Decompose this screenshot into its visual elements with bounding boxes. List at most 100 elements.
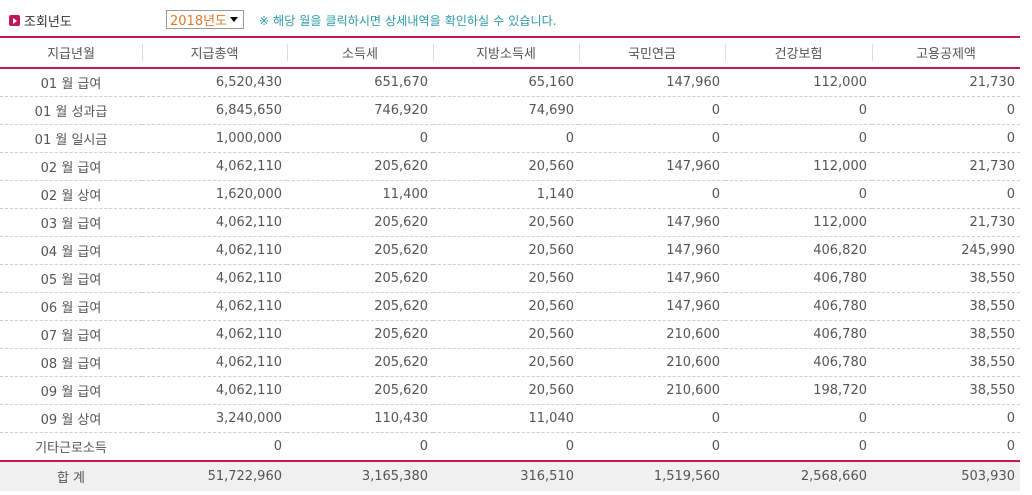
row-amount-cell: 0 [725, 404, 872, 433]
header-row: 지급년월 지급총액 소득세 지방소득세 국민연금 건강보험 고용공제액 [0, 36, 1020, 69]
table-row[interactable]: 01 월 성과급 6,845,650 746,920 74,690 0 0 0 [0, 96, 1020, 125]
row-amount-cell: 205,620 [287, 292, 433, 321]
row-amount-cell: 74,690 [433, 96, 579, 125]
row-amount-cell: 0 [872, 404, 1020, 433]
row-amount-cell: 210,600 [579, 376, 725, 405]
row-month-cell[interactable]: 기타근로소득 [0, 432, 142, 462]
total-amount-cell: 51,722,960 [142, 461, 287, 491]
chevron-down-icon [230, 17, 238, 22]
year-select[interactable]: 2018년도 [166, 10, 244, 29]
row-amount-cell: 6,845,650 [142, 96, 287, 125]
table-header: 지급년월 지급총액 소득세 지방소득세 국민연금 건강보험 고용공제액 [0, 36, 1020, 69]
row-amount-cell: 112,000 [725, 208, 872, 237]
row-amount-cell: 0 [872, 96, 1020, 125]
row-amount-cell: 38,550 [872, 376, 1020, 405]
row-amount-cell: 1,000,000 [142, 124, 287, 153]
total-label-cell: 합 계 [0, 461, 142, 491]
column-header: 소득세 [287, 36, 433, 69]
total-amount-cell: 3,165,380 [287, 461, 433, 491]
table-row[interactable]: 01 월 급여 6,520,430 651,670 65,160 147,960 112,… [0, 68, 1020, 97]
row-amount-cell: 205,620 [287, 208, 433, 237]
column-header: 지급년월 [0, 36, 142, 69]
row-amount-cell: 210,600 [579, 348, 725, 377]
table-body: 01 월 급여 6,520,430 651,670 65,160 147,960 112,… [0, 68, 1020, 462]
row-amount-cell: 147,960 [579, 264, 725, 293]
row-amount-cell: 0 [579, 124, 725, 153]
row-amount-cell: 205,620 [287, 152, 433, 181]
row-amount-cell: 38,550 [872, 264, 1020, 293]
row-amount-cell: 0 [725, 180, 872, 209]
row-amount-cell: 0 [725, 96, 872, 125]
row-amount-cell: 3,240,000 [142, 404, 287, 433]
row-amount-cell: 205,620 [287, 236, 433, 265]
row-amount-cell: 0 [287, 432, 433, 462]
payroll-table: 지급년월 지급총액 소득세 지방소득세 국민연금 건강보험 고용공제액 01 월 급여 6,5… [0, 36, 1020, 491]
row-amount-cell: 65,160 [433, 68, 579, 97]
row-amount-cell: 0 [579, 96, 725, 125]
row-amount-cell: 4,062,110 [142, 348, 287, 377]
row-amount-cell: 147,960 [579, 292, 725, 321]
row-amount-cell: 38,550 [872, 292, 1020, 321]
table-row[interactable]: 03 월 급여 4,062,110 205,620 20,560 147,960 112,… [0, 208, 1020, 237]
row-month-cell[interactable]: 05 월 급여 [0, 264, 142, 293]
row-month-cell[interactable]: 09 월 급여 [0, 376, 142, 405]
row-amount-cell: 147,960 [579, 152, 725, 181]
row-amount-cell: 0 [579, 432, 725, 462]
table-row[interactable]: 02 월 상여 1,620,000 11,400 1,140 0 0 0 [0, 180, 1020, 209]
row-amount-cell: 4,062,110 [142, 152, 287, 181]
table-row[interactable]: 09 월 급여 4,062,110 205,620 20,560 210,600 198,… [0, 376, 1020, 405]
row-amount-cell: 406,820 [725, 236, 872, 265]
row-amount-cell: 406,780 [725, 348, 872, 377]
row-amount-cell: 4,062,110 [142, 320, 287, 349]
row-amount-cell: 147,960 [579, 68, 725, 97]
row-amount-cell: 205,620 [287, 376, 433, 405]
row-amount-cell: 4,062,110 [142, 376, 287, 405]
row-amount-cell: 20,560 [433, 376, 579, 405]
year-select-value: 2018년도 [170, 14, 228, 29]
table-footer: 합 계 51,722,960 3,165,380 316,510 1,519,560 2,… [0, 461, 1020, 491]
row-amount-cell: 147,960 [579, 236, 725, 265]
row-month-cell[interactable]: 01 월 급여 [0, 68, 142, 97]
row-amount-cell: 245,990 [872, 236, 1020, 265]
table-row[interactable]: 04 월 급여 4,062,110 205,620 20,560 147,960 406,… [0, 236, 1020, 265]
row-month-cell[interactable]: 03 월 급여 [0, 208, 142, 237]
table-row[interactable]: 05 월 급여 4,062,110 205,620 20,560 147,960 406,… [0, 264, 1020, 293]
table-row[interactable]: 09 월 상여 3,240,000 110,430 11,040 0 0 0 [0, 404, 1020, 433]
row-amount-cell: 0 [725, 432, 872, 462]
notice-text: ※ 해당 월을 클릭하시면 상세내역을 확인하실 수 있습니다. [259, 14, 557, 28]
row-month-cell[interactable]: 01 월 성과급 [0, 96, 142, 125]
row-amount-cell: 11,040 [433, 404, 579, 433]
row-amount-cell: 38,550 [872, 320, 1020, 349]
row-amount-cell: 20,560 [433, 236, 579, 265]
row-month-cell[interactable]: 09 월 상여 [0, 404, 142, 433]
row-amount-cell: 205,620 [287, 348, 433, 377]
row-amount-cell: 11,400 [287, 180, 433, 209]
table-row[interactable]: 02 월 급여 4,062,110 205,620 20,560 147,960 112,… [0, 152, 1020, 181]
table-row[interactable]: 01 월 일시금 1,000,000 0 0 0 0 0 [0, 124, 1020, 153]
row-month-cell[interactable]: 01 월 일시금 [0, 124, 142, 153]
row-amount-cell: 20,560 [433, 292, 579, 321]
total-amount-cell: 316,510 [433, 461, 579, 491]
table-row[interactable]: 08 월 급여 4,062,110 205,620 20,560 210,600 406,… [0, 348, 1020, 377]
row-amount-cell: 198,720 [725, 376, 872, 405]
row-amount-cell: 0 [433, 432, 579, 462]
total-row: 합 계 51,722,960 3,165,380 316,510 1,519,560 2,… [0, 461, 1020, 491]
table-row[interactable]: 기타근로소득 0 0 0 0 0 0 [0, 432, 1020, 462]
row-month-cell[interactable]: 07 월 급여 [0, 320, 142, 349]
row-month-cell[interactable]: 04 월 급여 [0, 236, 142, 265]
row-amount-cell: 0 [579, 404, 725, 433]
total-amount-cell: 1,519,560 [579, 461, 725, 491]
row-month-cell[interactable]: 02 월 급여 [0, 152, 142, 181]
row-amount-cell: 210,600 [579, 320, 725, 349]
row-month-cell[interactable]: 02 월 상여 [0, 180, 142, 209]
row-month-cell[interactable]: 08 월 급여 [0, 348, 142, 377]
column-header: 국민연금 [579, 36, 725, 69]
table-row[interactable]: 06 월 급여 4,062,110 205,620 20,560 147,960 406,… [0, 292, 1020, 321]
row-amount-cell: 21,730 [872, 152, 1020, 181]
row-month-cell[interactable]: 06 월 급여 [0, 292, 142, 321]
row-amount-cell: 0 [872, 180, 1020, 209]
table-row[interactable]: 07 월 급여 4,062,110 205,620 20,560 210,600 406,… [0, 320, 1020, 349]
row-amount-cell: 38,550 [872, 348, 1020, 377]
row-amount-cell: 406,780 [725, 320, 872, 349]
row-amount-cell: 4,062,110 [142, 292, 287, 321]
